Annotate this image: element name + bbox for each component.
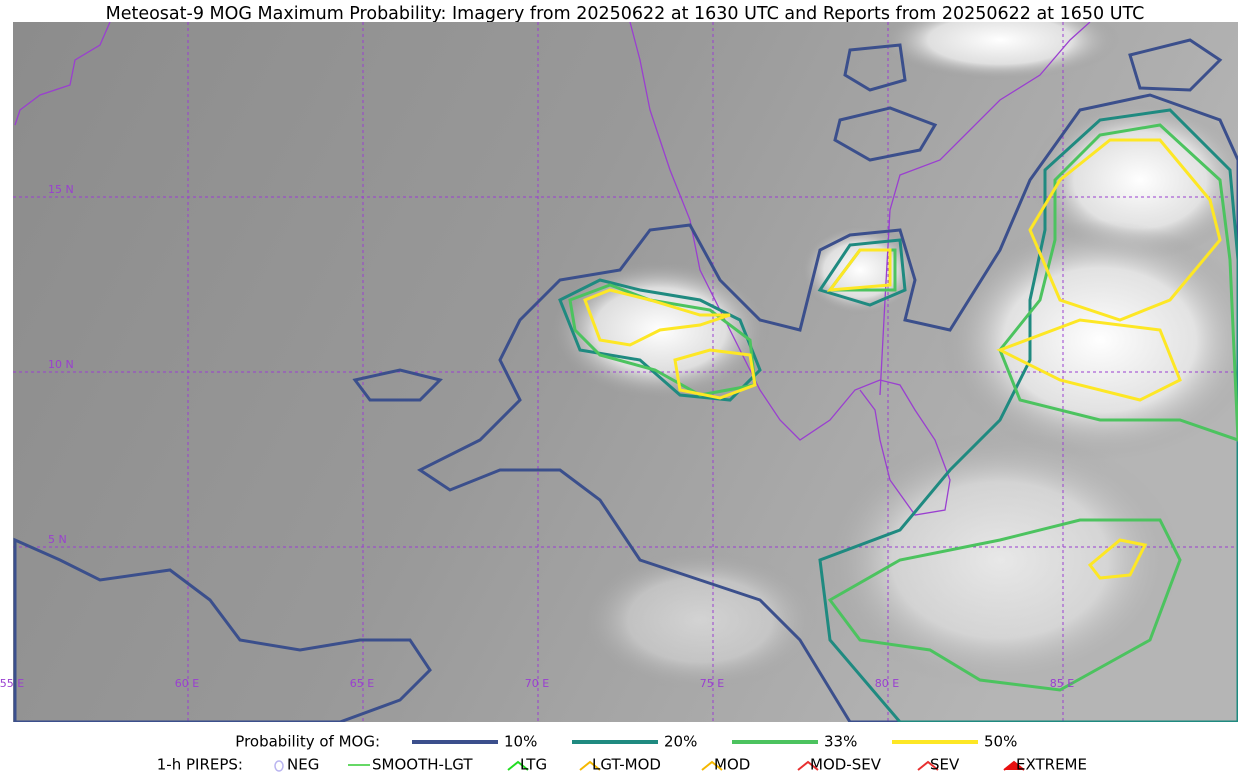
legend-label: 20% — [664, 733, 697, 751]
lon-label: 60 E — [175, 677, 199, 690]
legend-title: Probability of MOG: — [235, 733, 380, 751]
legend-label: MOD-SEV — [810, 756, 882, 774]
contours — [13, 38, 1238, 722]
legend-symbol — [507, 760, 529, 771]
coastline — [14, 22, 1091, 516]
lat-label: 5 N — [48, 533, 67, 546]
grid — [13, 22, 1238, 722]
legend-label: LTG — [520, 756, 547, 774]
legend-symbol — [1003, 760, 1025, 771]
legend-label: NEG — [287, 756, 319, 774]
legend-label: SEV — [930, 756, 960, 774]
lat-label: 15 N — [48, 183, 74, 196]
legend-label: LGT-MOD — [592, 756, 661, 774]
legend-symbol — [701, 760, 723, 771]
legend-label: MOD — [714, 756, 750, 774]
legend-symbol — [274, 760, 284, 772]
legend-symbol — [579, 760, 601, 771]
lon-label: 70 E — [525, 677, 549, 690]
legend-title: 1-h PIREPS: — [157, 756, 243, 774]
map — [13, 22, 1238, 722]
map-labels: 15 N 10 N 5 N 55 E 60 E 65 E 70 E 75 E 80 E 85 E — [0, 183, 1074, 690]
legend-label: 33% — [824, 733, 857, 751]
lon-label: 85 E — [1050, 677, 1074, 690]
clouds — [550, 22, 1238, 690]
lon-label: 80 E — [875, 677, 899, 690]
legend-label: EXTREME — [1016, 756, 1087, 774]
lon-label: 55 E — [0, 677, 24, 690]
lat-label: 10 N — [48, 358, 74, 371]
legend-label: 50% — [984, 733, 1017, 751]
legend-symbol — [917, 760, 939, 771]
legend-label: 10% — [504, 733, 537, 751]
legend-label: SMOOTH-LGT — [372, 756, 473, 774]
lon-label: 75 E — [700, 677, 724, 690]
legend: Probability of MOG: 10% 20% 33% 50% 1-h PIREP… — [157, 733, 1087, 774]
legend-symbol — [797, 760, 819, 771]
title: Meteosat-9 MOG Maximum Probability: Imag… — [106, 4, 1145, 24]
lon-label: 65 E — [350, 677, 374, 690]
